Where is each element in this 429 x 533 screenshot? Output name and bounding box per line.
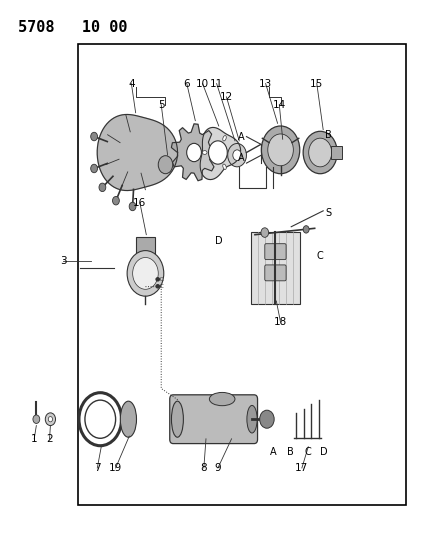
Circle shape [133,257,158,289]
Circle shape [33,415,40,423]
Text: 9: 9 [214,463,221,473]
FancyBboxPatch shape [170,395,257,443]
Circle shape [261,228,269,237]
Text: 15: 15 [310,78,323,88]
Text: C: C [317,251,323,261]
Text: 4: 4 [128,78,135,88]
Circle shape [268,134,293,166]
Circle shape [91,164,97,173]
Text: 2: 2 [46,434,53,444]
Text: 1: 1 [31,434,37,444]
Bar [78,44,406,505]
Text: D: D [320,447,328,457]
Text: A: A [238,153,245,163]
Ellipse shape [120,401,136,437]
Text: C: C [304,447,311,457]
Text: ●C: ●C [155,284,165,288]
Text: B: B [287,447,294,457]
Circle shape [261,126,300,174]
Circle shape [303,131,337,174]
Text: 5708   10 00: 5708 10 00 [18,20,128,35]
Ellipse shape [202,151,207,155]
Text: 5: 5 [158,100,165,110]
Text: 17: 17 [295,463,308,473]
Ellipse shape [247,406,257,433]
Ellipse shape [209,392,235,406]
Text: D: D [215,236,223,246]
Circle shape [45,413,55,425]
Circle shape [303,225,309,233]
Text: B: B [325,130,332,140]
Text: 3: 3 [60,256,66,266]
Ellipse shape [223,164,226,169]
Ellipse shape [172,401,183,437]
Circle shape [158,156,173,174]
Text: 18: 18 [274,317,287,327]
Bar [251,231,300,304]
Text: 7: 7 [94,463,101,473]
Text: 16: 16 [133,198,147,208]
Polygon shape [97,115,178,190]
Circle shape [208,141,227,164]
Circle shape [91,132,97,141]
Circle shape [127,251,164,296]
Text: 19: 19 [109,463,122,473]
Text: 14: 14 [273,100,286,110]
Text: 11: 11 [210,78,223,88]
Circle shape [233,150,242,160]
Text: A: A [238,132,245,142]
Text: 12: 12 [220,92,233,102]
Circle shape [187,143,201,161]
Polygon shape [171,124,217,181]
Text: 8: 8 [200,463,207,473]
Text: A: A [270,447,277,457]
Bar [331,146,341,159]
Polygon shape [200,127,241,180]
Circle shape [48,417,52,422]
Circle shape [112,197,119,205]
FancyBboxPatch shape [265,244,286,260]
Circle shape [228,143,247,167]
Text: 13: 13 [259,78,272,88]
Text: S: S [326,208,332,219]
Text: 10: 10 [196,78,209,88]
Circle shape [129,202,136,211]
Text: 6: 6 [184,78,190,88]
Bar [136,237,155,257]
Circle shape [99,183,106,191]
Circle shape [309,138,332,167]
Circle shape [260,410,274,428]
Ellipse shape [223,135,226,141]
FancyBboxPatch shape [265,265,286,281]
Text: ●C: ●C [155,276,165,281]
